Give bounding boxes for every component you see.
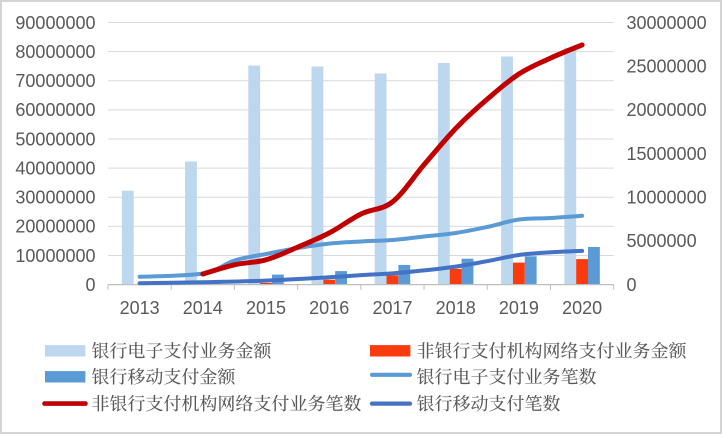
svg-text:2015: 2015 xyxy=(246,298,286,318)
svg-text:90000000: 90000000 xyxy=(15,13,95,33)
svg-text:20000000: 20000000 xyxy=(627,100,707,120)
svg-text:2018: 2018 xyxy=(436,298,476,318)
svg-text:10000000: 10000000 xyxy=(627,188,707,208)
svg-text:2017: 2017 xyxy=(372,298,412,318)
svg-text:0: 0 xyxy=(85,275,95,295)
svg-text:2013: 2013 xyxy=(120,298,160,318)
svg-text:40000000: 40000000 xyxy=(15,158,95,178)
svg-text:30000000: 30000000 xyxy=(15,188,95,208)
svg-text:0: 0 xyxy=(627,275,637,295)
svg-text:2020: 2020 xyxy=(562,298,602,318)
svg-text:70000000: 70000000 xyxy=(15,71,95,91)
svg-text:2019: 2019 xyxy=(499,298,539,318)
svg-text:10000000: 10000000 xyxy=(15,246,95,266)
svg-text:30000000: 30000000 xyxy=(627,13,707,33)
svg-text:15000000: 15000000 xyxy=(627,144,707,164)
svg-text:2016: 2016 xyxy=(309,298,349,318)
svg-text:50000000: 50000000 xyxy=(15,129,95,149)
svg-text:80000000: 80000000 xyxy=(15,42,95,62)
svg-text:60000000: 60000000 xyxy=(15,100,95,120)
svg-text:25000000: 25000000 xyxy=(627,57,707,77)
svg-text:2014: 2014 xyxy=(183,298,223,318)
svg-text:20000000: 20000000 xyxy=(15,217,95,237)
svg-text:5000000: 5000000 xyxy=(627,231,697,251)
